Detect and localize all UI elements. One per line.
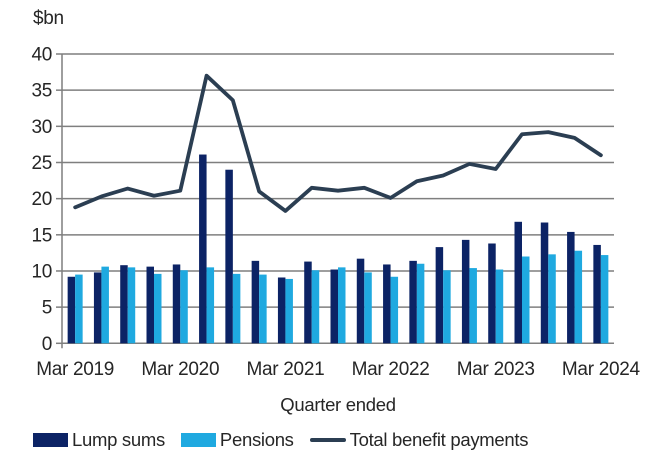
y-tick-label: 20 [31, 189, 52, 210]
lump-sums-bar [540, 222, 549, 344]
lump-sums-bar [488, 243, 496, 344]
total-line-swatch-icon [309, 438, 346, 442]
lump-sums-bar [383, 264, 391, 344]
pensions-bar [443, 270, 451, 344]
lump-sums-bar [146, 266, 154, 344]
pensions-bar [127, 267, 136, 344]
pensions-bar [154, 273, 162, 344]
pensions-bar [600, 255, 609, 344]
y-tick-label: 25 [31, 153, 52, 174]
lump-sums-bar [277, 277, 286, 344]
x-tick-label: Mar 2022 [352, 359, 430, 380]
lump-sums-bar [461, 239, 470, 344]
legend: Lump sums Pensions Total benefit payment… [33, 429, 528, 451]
lump-sums-bar [409, 260, 417, 344]
lump-sums-swatch-icon [33, 433, 68, 447]
legend-item-lump-sums: Lump sums [33, 429, 165, 451]
lump-sums-bar [356, 258, 365, 344]
pensions-bar [311, 270, 320, 344]
lump-sums-bar [93, 272, 102, 344]
pensions-bar [495, 269, 504, 344]
pensions-bar [75, 274, 83, 344]
y-tick-label: 40 [31, 45, 52, 66]
legend-label-lump-sums: Lump sums [72, 429, 165, 450]
pensions-bar [101, 266, 109, 344]
lump-sums-bar [567, 231, 575, 344]
x-tick-label: Mar 2021 [246, 359, 324, 380]
lump-sums-bar [514, 221, 522, 344]
total-benefit-payments-line [73, 73, 603, 213]
pensions-bar [180, 270, 188, 344]
y-tick-label: 5 [42, 298, 52, 319]
lump-sums-bar [67, 276, 76, 344]
pensions-bar [390, 276, 399, 344]
x-axis-title: Quarter ended [280, 394, 396, 415]
lump-sums-bar [251, 260, 260, 344]
lump-sums-bar [435, 247, 444, 344]
y-tick-label: 35 [31, 81, 52, 102]
pensions-bar [232, 273, 241, 344]
pensions-bar [522, 256, 530, 344]
pensions-swatch-icon [180, 433, 216, 447]
y-tick-label: 30 [31, 117, 52, 138]
x-tick-label: Mar 2019 [36, 359, 114, 380]
lump-sums-bar [330, 269, 338, 344]
x-tick-label: Mar 2020 [141, 359, 219, 380]
legend-label-total: Total benefit payments [349, 429, 529, 450]
lump-sums-bar [199, 154, 207, 344]
lump-sums-bar [225, 169, 233, 344]
lump-sums-bar [172, 264, 181, 344]
legend-item-total: Total benefit payments [309, 429, 529, 451]
pensions-bar [416, 263, 425, 344]
y-tick-label: 15 [31, 225, 52, 246]
pensions-bar [338, 267, 346, 344]
pensions-bar [285, 278, 293, 344]
legend-label-pensions: Pensions [219, 429, 294, 450]
legend-item-pensions: Pensions [180, 429, 294, 451]
x-tick-label: Mar 2024 [562, 359, 641, 380]
y-tick-label: 10 [31, 261, 52, 282]
lump-sums-bar [120, 265, 128, 344]
y-tick-label: 0 [42, 334, 52, 355]
lump-sums-bar [593, 244, 601, 344]
pensions-bar [574, 250, 583, 344]
pensions-bar [364, 272, 372, 344]
pensions-bar [469, 268, 477, 344]
y-axis-unit-label: $bn [33, 8, 64, 29]
pensions-bar [548, 254, 556, 344]
lump-sums-bar [304, 261, 312, 344]
pensions-bar [206, 267, 215, 344]
x-tick-label: Mar 2023 [457, 359, 535, 380]
pensions-bar [259, 274, 267, 344]
